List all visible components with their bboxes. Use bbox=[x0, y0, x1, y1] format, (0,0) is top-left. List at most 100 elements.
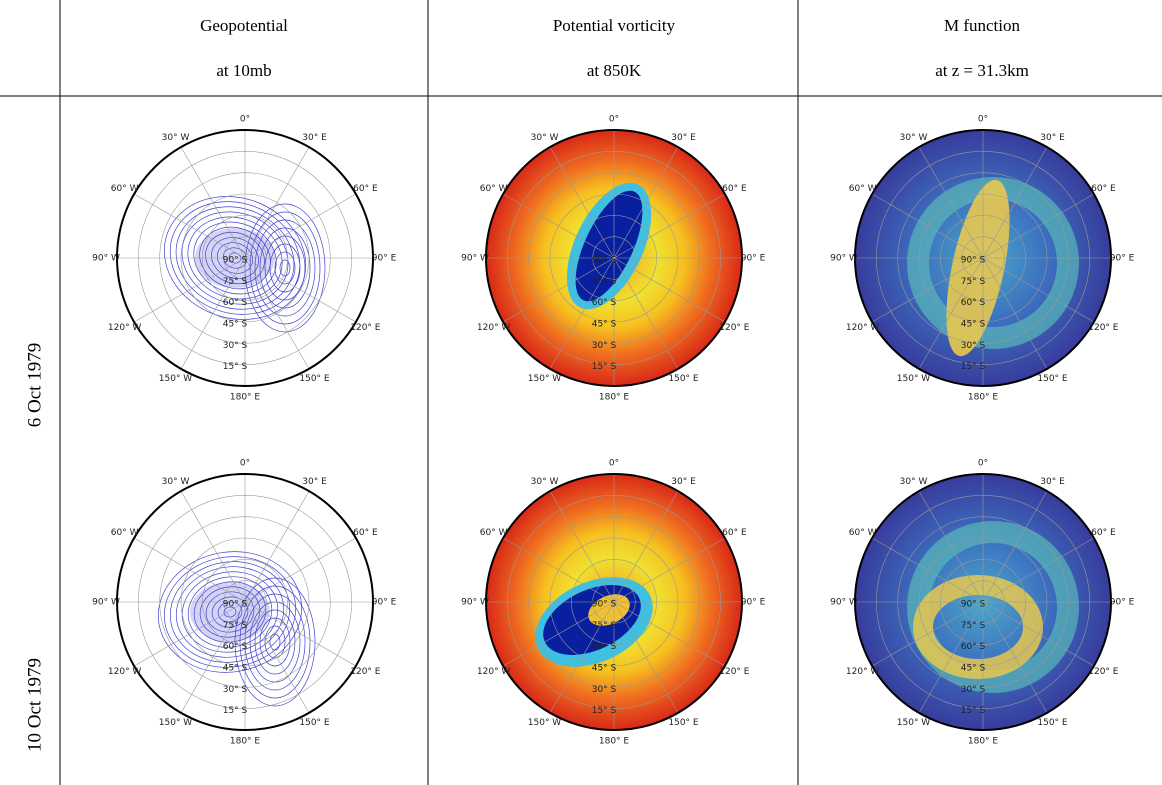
meridian bbox=[918, 490, 984, 603]
contour bbox=[163, 556, 297, 668]
polar-map: 0° 30° E 60° E 90° E 120° E 150° E 180° E 150° … bbox=[461, 459, 765, 747]
meridian bbox=[613, 257, 726, 323]
longitude-label: 150° E bbox=[299, 718, 330, 728]
column-title: M function bbox=[944, 16, 1021, 35]
contour bbox=[169, 201, 301, 315]
latitude-label: 30° S bbox=[592, 685, 617, 695]
longitude-label: 90° E bbox=[372, 598, 397, 608]
latitude-label: 90° S bbox=[223, 256, 248, 266]
latitude-label: 60° S bbox=[961, 298, 986, 308]
latitude-label: 30° S bbox=[961, 341, 986, 351]
longitude-label: 30° W bbox=[162, 133, 190, 143]
meridian bbox=[613, 257, 679, 370]
polar-map: 0° 30° E 60° E 90° E 120° E 150° E 180° E 150° … bbox=[830, 459, 1134, 747]
longitude-label: 60° E bbox=[1091, 528, 1116, 538]
latitude-label: 90° S bbox=[223, 600, 248, 610]
longitude-label: 150° W bbox=[897, 718, 931, 728]
row-label: 10 Oct 1979 bbox=[24, 658, 45, 752]
map-border bbox=[485, 129, 743, 387]
contour bbox=[211, 237, 259, 279]
meridian bbox=[982, 537, 1095, 603]
contour bbox=[279, 259, 291, 277]
longitude-label: 0° bbox=[240, 459, 250, 469]
meridian bbox=[244, 490, 310, 603]
longitude-label: 120° E bbox=[719, 323, 750, 333]
map-border bbox=[854, 473, 1112, 731]
longitude-label: 90° W bbox=[830, 598, 858, 608]
longitude-label: 120° W bbox=[108, 667, 142, 677]
map-border bbox=[116, 129, 374, 387]
polar-map: 0° 30° E 60° E 90° E 120° E 150° E 180° E 150° … bbox=[830, 115, 1134, 403]
longitude-label: 150° E bbox=[1037, 718, 1068, 728]
longitude-label: 60° W bbox=[480, 528, 508, 538]
meridian bbox=[244, 193, 357, 259]
longitude-label: 0° bbox=[978, 115, 988, 125]
meridian bbox=[133, 257, 246, 323]
contour bbox=[269, 633, 281, 651]
longitude-label: 120° E bbox=[350, 323, 381, 333]
longitude-label: 90° W bbox=[92, 598, 120, 608]
meridian bbox=[133, 537, 246, 603]
meridian bbox=[180, 257, 246, 370]
contour bbox=[222, 247, 248, 269]
contour bbox=[193, 221, 277, 295]
latitude-label: 75° S bbox=[223, 621, 248, 631]
polar-map: 0° 30° E 60° E 90° E 120° E 150° E 180° E 150° … bbox=[461, 115, 765, 403]
polar-map: 0° 30° E 60° E 90° E 120° E 150° E 180° E 150° … bbox=[92, 459, 396, 747]
longitude-label: 120° W bbox=[477, 667, 511, 677]
contour bbox=[187, 576, 273, 648]
longitude-label: 90° E bbox=[1110, 598, 1135, 608]
meridian bbox=[502, 257, 615, 323]
meridian bbox=[918, 257, 984, 370]
longitude-label: 120° E bbox=[1088, 323, 1119, 333]
contour bbox=[187, 216, 283, 300]
contour bbox=[234, 577, 316, 707]
latitude-label: 75° S bbox=[961, 621, 986, 631]
latitude-label: 75° S bbox=[223, 277, 248, 287]
meridian bbox=[982, 490, 1048, 603]
longitude-label: 150° E bbox=[668, 718, 699, 728]
contour bbox=[169, 561, 291, 663]
latitude-label: 75° S bbox=[592, 277, 617, 287]
meridian bbox=[982, 601, 1048, 714]
meridian bbox=[613, 490, 679, 603]
contour bbox=[239, 585, 311, 699]
latitude-label: 30° S bbox=[223, 341, 248, 351]
longitude-label: 180° E bbox=[968, 737, 999, 747]
latitude-label: 60° S bbox=[592, 298, 617, 308]
longitude-label: 90° E bbox=[372, 254, 397, 264]
latitude-label: 15° S bbox=[223, 362, 248, 372]
longitude-label: 90° W bbox=[461, 598, 489, 608]
longitude-label: 30° E bbox=[671, 133, 696, 143]
meridian bbox=[244, 601, 357, 667]
contour bbox=[216, 242, 254, 274]
longitude-label: 120° W bbox=[846, 667, 880, 677]
longitude-label: 0° bbox=[609, 115, 619, 125]
meridian bbox=[982, 601, 1095, 667]
meridian bbox=[549, 490, 615, 603]
meridian bbox=[244, 601, 310, 714]
map-border bbox=[854, 129, 1112, 387]
meridian bbox=[613, 146, 679, 259]
longitude-label: 0° bbox=[240, 115, 250, 125]
longitude-label: 30° W bbox=[531, 477, 559, 487]
latitude-label: 15° S bbox=[223, 706, 248, 716]
column-subtitle: at z = 31.3km bbox=[935, 61, 1029, 80]
column-title: Potential vorticity bbox=[553, 16, 676, 35]
longitude-label: 60° W bbox=[480, 184, 508, 194]
meridian bbox=[244, 257, 310, 370]
longitude-label: 120° W bbox=[846, 323, 880, 333]
longitude-label: 120° E bbox=[719, 667, 750, 677]
longitude-label: 30° W bbox=[900, 133, 928, 143]
latitude-label: 15° S bbox=[592, 706, 617, 716]
band bbox=[913, 575, 1043, 679]
meridian bbox=[502, 537, 615, 603]
longitude-label: 150° W bbox=[159, 718, 193, 728]
column-subtitle: at 10mb bbox=[216, 61, 271, 80]
longitude-label: 60° E bbox=[353, 528, 378, 538]
longitude-label: 180° E bbox=[968, 393, 999, 403]
latitude-label: 90° S bbox=[961, 600, 986, 610]
contour bbox=[211, 596, 249, 628]
longitude-label: 180° E bbox=[230, 737, 261, 747]
